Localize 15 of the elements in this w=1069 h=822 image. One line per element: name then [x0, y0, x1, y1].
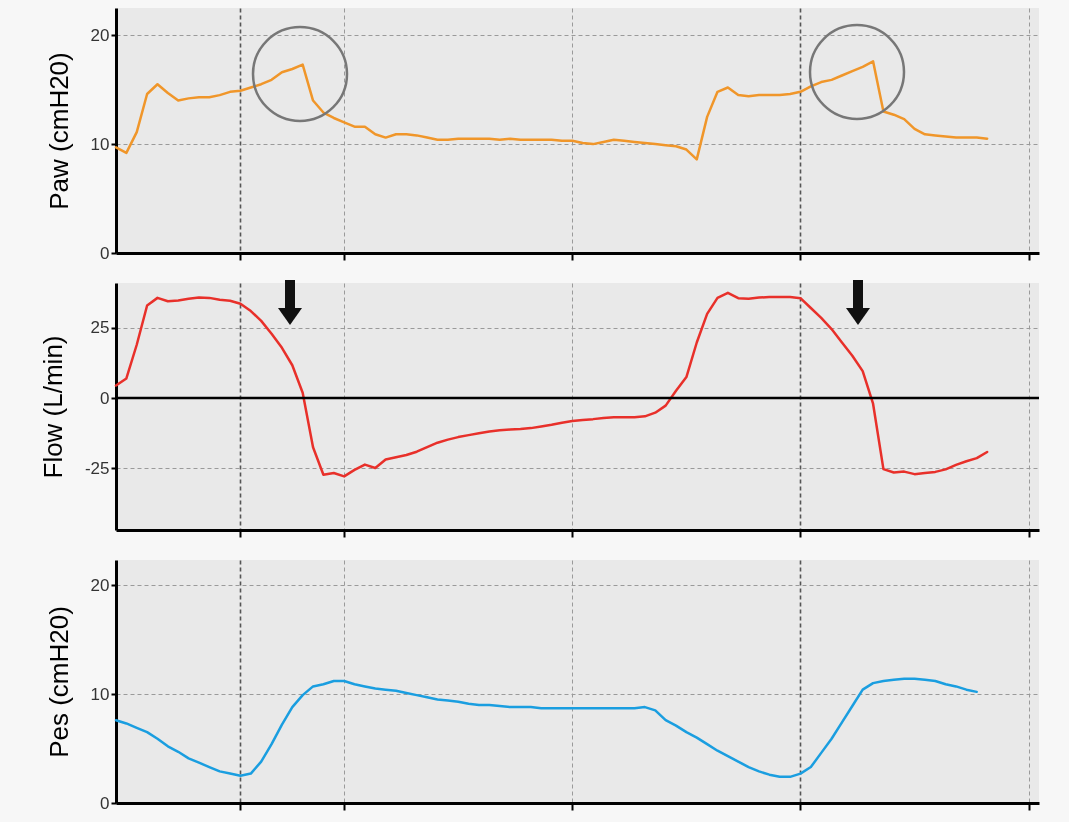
y-tick-label: 10 [90, 684, 110, 704]
y-tick-label: 0 [100, 243, 110, 263]
y-tick-label: 25 [90, 318, 110, 338]
y-tick-label: 20 [90, 25, 110, 45]
y-tick-label: 20 [90, 575, 110, 595]
line-series [114, 60, 989, 161]
y-axis-title: Pes (cmH20) [43, 606, 74, 758]
y-tick-label: 10 [90, 134, 110, 154]
y-axis-title: Flow (L/min) [37, 335, 68, 479]
line-series [114, 291, 989, 478]
y-tick-label: -25 [84, 458, 110, 478]
y-tick-label: 0 [100, 793, 110, 813]
line-series [114, 677, 979, 779]
y-axis-title: Paw (cmH20) [43, 52, 74, 210]
y-tick-label: 0 [100, 388, 110, 408]
